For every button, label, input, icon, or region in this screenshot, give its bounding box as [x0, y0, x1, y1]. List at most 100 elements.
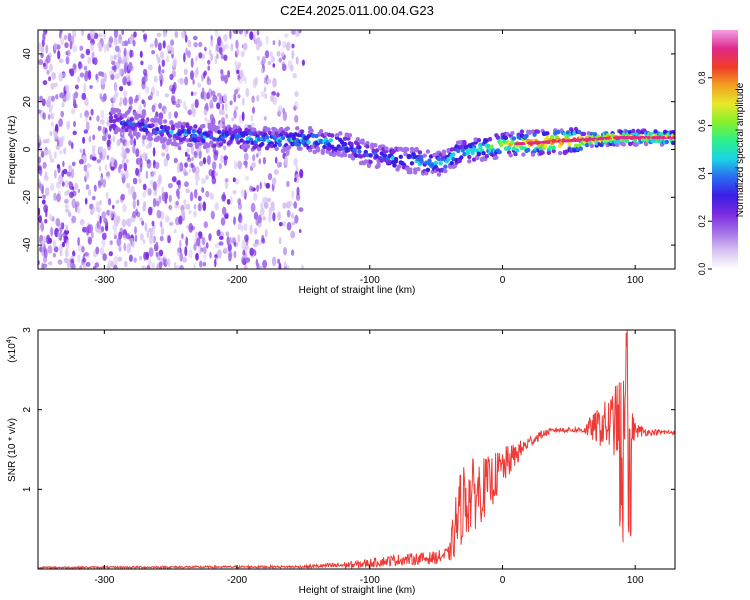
- noise-speckle: [291, 50, 295, 60]
- noise-speckle: [249, 224, 253, 235]
- noise-speckle: [120, 170, 125, 178]
- noise-speckle: [128, 96, 134, 105]
- ridge-cell: [159, 125, 165, 130]
- ridge-cell: [475, 155, 480, 161]
- noise-speckle: [260, 90, 266, 98]
- noise-speckle: [242, 97, 245, 106]
- noise-speckle: [234, 178, 240, 185]
- ridge-cell: [201, 123, 206, 129]
- noise-speckle: [44, 218, 48, 224]
- ridge-cell: [405, 147, 410, 152]
- noise-speckle: [100, 226, 105, 233]
- noise-speckle: [125, 233, 131, 240]
- noise-speckle: [113, 64, 117, 73]
- noise-speckle: [235, 39, 239, 50]
- noise-speckle: [173, 261, 177, 269]
- noise-speckle: [237, 234, 241, 243]
- noise-speckle: [75, 84, 79, 90]
- noise-speckle: [90, 108, 94, 116]
- noise-speckle: [128, 254, 133, 262]
- noise-speckle: [111, 211, 116, 219]
- colorbar-gradient: [712, 30, 738, 269]
- noise-speckle: [84, 110, 89, 118]
- noise-speckle: [38, 207, 41, 216]
- noise-speckle: [260, 67, 264, 74]
- noise-speckle: [174, 111, 178, 119]
- noise-speckle: [74, 182, 79, 191]
- noise-speckle: [176, 98, 180, 105]
- ridge-cell: [374, 148, 380, 153]
- noise-speckle: [71, 215, 77, 224]
- noise-speckle: [212, 117, 216, 126]
- noise-speckle: [96, 115, 100, 122]
- noise-speckle: [61, 222, 65, 230]
- ridge-cell: [116, 109, 122, 114]
- x-tick-label: -200: [227, 275, 247, 286]
- noise-speckle: [100, 119, 105, 125]
- noise-speckle: [286, 221, 292, 231]
- ridge-cell: [193, 124, 198, 129]
- noise-speckle: [222, 206, 227, 216]
- ridge-cell: [621, 142, 626, 147]
- noise-speckle: [199, 260, 203, 268]
- ridge-cell: [436, 172, 442, 177]
- noise-speckle: [68, 211, 72, 217]
- noise-speckle: [62, 160, 65, 167]
- noise-speckle: [293, 157, 298, 167]
- noise-speckle: [72, 250, 76, 257]
- noise-speckle: [223, 34, 228, 42]
- ridge-cell: [188, 125, 193, 131]
- noise-speckle: [85, 261, 91, 267]
- noise-speckle: [170, 39, 175, 46]
- noise-speckle: [79, 264, 83, 269]
- ridge-cell: [352, 147, 357, 153]
- noise-speckle: [237, 94, 241, 99]
- noise-speckle: [55, 144, 61, 150]
- noise-speckle: [98, 146, 104, 154]
- noise-speckle: [163, 255, 167, 261]
- noise-speckle: [45, 54, 51, 64]
- noise-speckle: [221, 103, 225, 111]
- noise-speckle: [267, 173, 273, 181]
- noise-speckle: [110, 166, 115, 171]
- noise-speckle: [132, 199, 136, 210]
- noise-speckle: [194, 171, 199, 178]
- noise-speckle: [205, 175, 209, 180]
- noise-speckle: [224, 102, 228, 112]
- noise-speckle: [176, 188, 180, 198]
- noise-speckle: [102, 126, 106, 135]
- noise-speckle: [220, 155, 224, 164]
- noise-speckle: [219, 108, 222, 116]
- ridge-cell: [112, 107, 117, 113]
- noise-speckle: [250, 115, 254, 122]
- noise-speckle: [113, 229, 118, 238]
- ridge-cell: [221, 139, 227, 144]
- noise-speckle: [85, 184, 90, 190]
- ridge-cell: [247, 124, 252, 129]
- noise-speckle: [43, 139, 48, 144]
- noise-speckle: [39, 183, 44, 192]
- noise-speckle: [284, 260, 287, 268]
- snr-x-ticks: -300 -200 -100 0 100: [94, 330, 644, 586]
- noise-speckle: [100, 109, 105, 120]
- noise-speckle: [56, 44, 61, 50]
- noise-speckle: [216, 53, 219, 59]
- noise-speckle: [237, 202, 243, 210]
- noise-speckle: [240, 188, 246, 198]
- noise-speckle: [119, 86, 124, 92]
- noise-speckle: [81, 92, 87, 101]
- noise-speckle: [148, 228, 153, 233]
- noise-speckle: [195, 231, 199, 238]
- ridge-cell: [565, 130, 571, 135]
- noise-speckle: [98, 44, 103, 53]
- noise-speckle: [291, 43, 295, 49]
- noise-speckle: [117, 166, 121, 174]
- noise-speckle: [101, 232, 107, 240]
- noise-speckle: [209, 99, 214, 109]
- ridge-cell: [143, 119, 149, 125]
- ridge-cell: [167, 133, 173, 139]
- noise-speckle: [250, 202, 256, 213]
- noise-speckle: [150, 172, 154, 179]
- noise-speckle: [156, 252, 161, 261]
- x-tick-label: -100: [360, 275, 380, 286]
